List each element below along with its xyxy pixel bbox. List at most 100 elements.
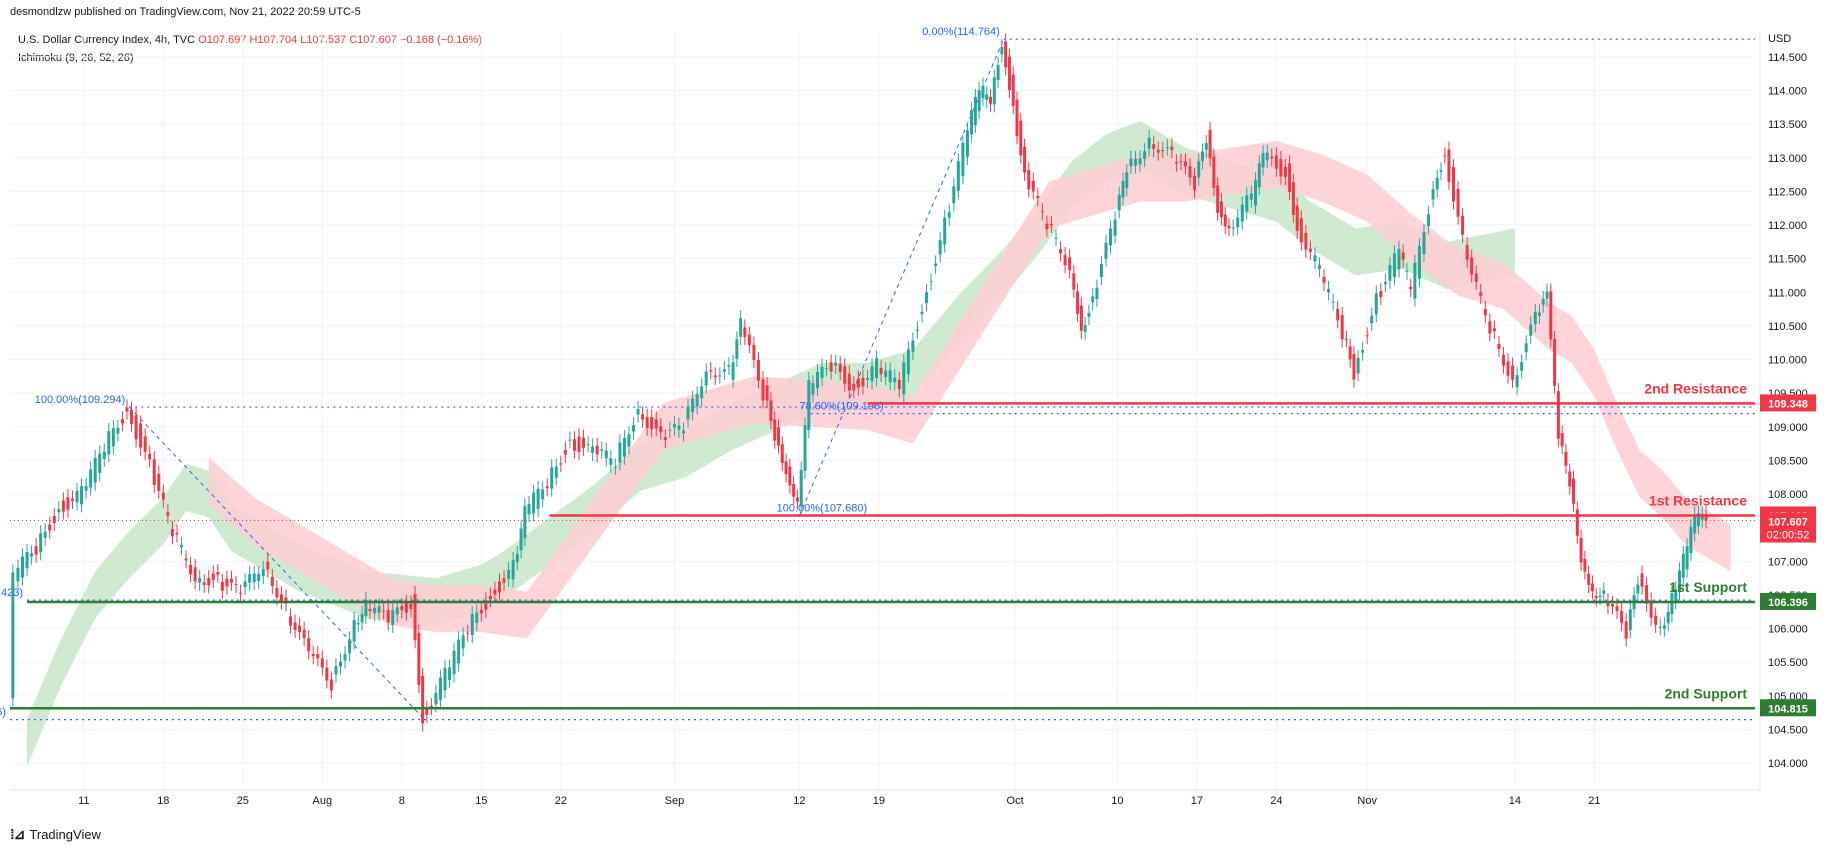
time-axis-tick: Oct — [1007, 795, 1024, 807]
candle-body — [1197, 161, 1201, 178]
level-price-badge — [1760, 394, 1816, 412]
candle-body — [1474, 273, 1478, 282]
level-price-badge-text: 106.396 — [1768, 597, 1808, 609]
candle-body — [600, 449, 604, 451]
candle-body — [1121, 180, 1125, 198]
candle-body — [1615, 605, 1619, 612]
candle-body — [1011, 74, 1015, 107]
candle-body — [179, 545, 183, 548]
candle-body — [360, 613, 364, 623]
candle-body — [1541, 299, 1545, 305]
candle-body — [1696, 513, 1700, 527]
candle-body — [1649, 600, 1653, 618]
candle-body — [668, 429, 672, 431]
candle-body — [761, 379, 765, 401]
candle-body — [769, 400, 773, 421]
candle-body — [756, 360, 760, 381]
candle-body — [663, 437, 667, 440]
candle-body — [400, 606, 404, 611]
candle-body — [691, 398, 695, 413]
candle-body — [1174, 162, 1178, 164]
candle-body — [1447, 149, 1451, 182]
fib-level-label: 100.00%(107.680) — [777, 503, 868, 515]
candle-body — [425, 708, 429, 715]
candle-body — [1054, 237, 1058, 239]
candle-body — [1313, 255, 1317, 262]
candle-body — [61, 500, 65, 512]
candle-body — [627, 434, 631, 447]
candle-body — [311, 653, 315, 657]
candle-body — [497, 581, 501, 593]
candle-body — [1529, 324, 1533, 336]
candle-body — [1216, 185, 1220, 213]
candle-body — [225, 578, 229, 587]
candle-body — [1537, 312, 1541, 316]
candle-body — [739, 318, 743, 337]
price-axis-tick: 105.500 — [1768, 657, 1808, 669]
ichimoku-cloud-red — [208, 140, 1731, 639]
candle-body — [897, 379, 901, 389]
candle-body — [1027, 170, 1031, 190]
candle-body — [1506, 361, 1510, 376]
time-axis-tick: 15 — [475, 795, 487, 807]
candle-body — [884, 370, 888, 378]
candle-body — [493, 589, 497, 595]
level-price-badge-text: 104.815 — [1768, 703, 1808, 715]
candle-body — [1219, 201, 1223, 218]
candle-body — [1583, 558, 1587, 572]
candle-body — [193, 567, 197, 582]
candle-body — [1274, 155, 1278, 169]
candle-body — [1031, 180, 1035, 192]
candle-body — [591, 446, 595, 454]
candle-body — [911, 340, 915, 352]
indicator-legend[interactable]: Ichimoku (9, 26, 52, 26) — [18, 52, 134, 64]
time-axis-tick: 11 — [78, 795, 89, 807]
footer-brand[interactable]: ⁞⊿ TradingView — [10, 826, 101, 843]
candle-body — [1352, 354, 1356, 380]
candle-body — [795, 497, 799, 502]
price-axis-tick: 106.000 — [1768, 624, 1808, 636]
candle-body — [461, 635, 465, 649]
candle-body — [382, 610, 386, 612]
candle-body — [70, 498, 74, 501]
candle-body — [1685, 546, 1689, 570]
candle-body — [1479, 292, 1483, 296]
candle-body — [1704, 513, 1708, 521]
time-axis-tick: 12 — [793, 795, 805, 807]
candle-body — [202, 582, 206, 586]
candle-body — [1417, 246, 1421, 279]
level-name: 2nd Resistance — [1644, 380, 1747, 396]
candle-body — [1147, 137, 1151, 149]
candle-body — [1331, 301, 1335, 303]
candle-body — [1208, 129, 1212, 159]
symbol-legend[interactable]: U.S. Dollar Currency Index, 4h, TVC O107… — [18, 34, 482, 46]
candle-body — [1183, 161, 1187, 167]
candle-body — [395, 607, 399, 615]
candle-body — [1594, 596, 1598, 599]
candle-body — [1365, 335, 1369, 337]
candle-body — [248, 574, 252, 583]
candle-body — [1095, 287, 1099, 300]
candle-body — [1083, 325, 1087, 332]
candle-body — [404, 602, 408, 613]
candle-body — [938, 240, 942, 255]
candle-body — [434, 692, 438, 705]
candle-body — [722, 369, 726, 372]
candle-body — [1317, 265, 1321, 269]
candle-body — [843, 366, 847, 384]
candle-body — [386, 610, 390, 623]
candle-body — [239, 592, 243, 594]
candle-body — [965, 130, 969, 157]
candle-body — [409, 603, 413, 609]
candle-body — [893, 377, 897, 383]
candle-body — [829, 362, 833, 372]
candle-body — [107, 431, 111, 455]
candle-body — [1240, 204, 1244, 222]
candle-body — [1533, 311, 1537, 325]
candle-body — [1165, 147, 1169, 149]
level-name: 1st Support — [1669, 579, 1747, 595]
candle-body — [677, 425, 681, 430]
candle-body — [1452, 167, 1456, 202]
candle-body — [1299, 218, 1303, 243]
